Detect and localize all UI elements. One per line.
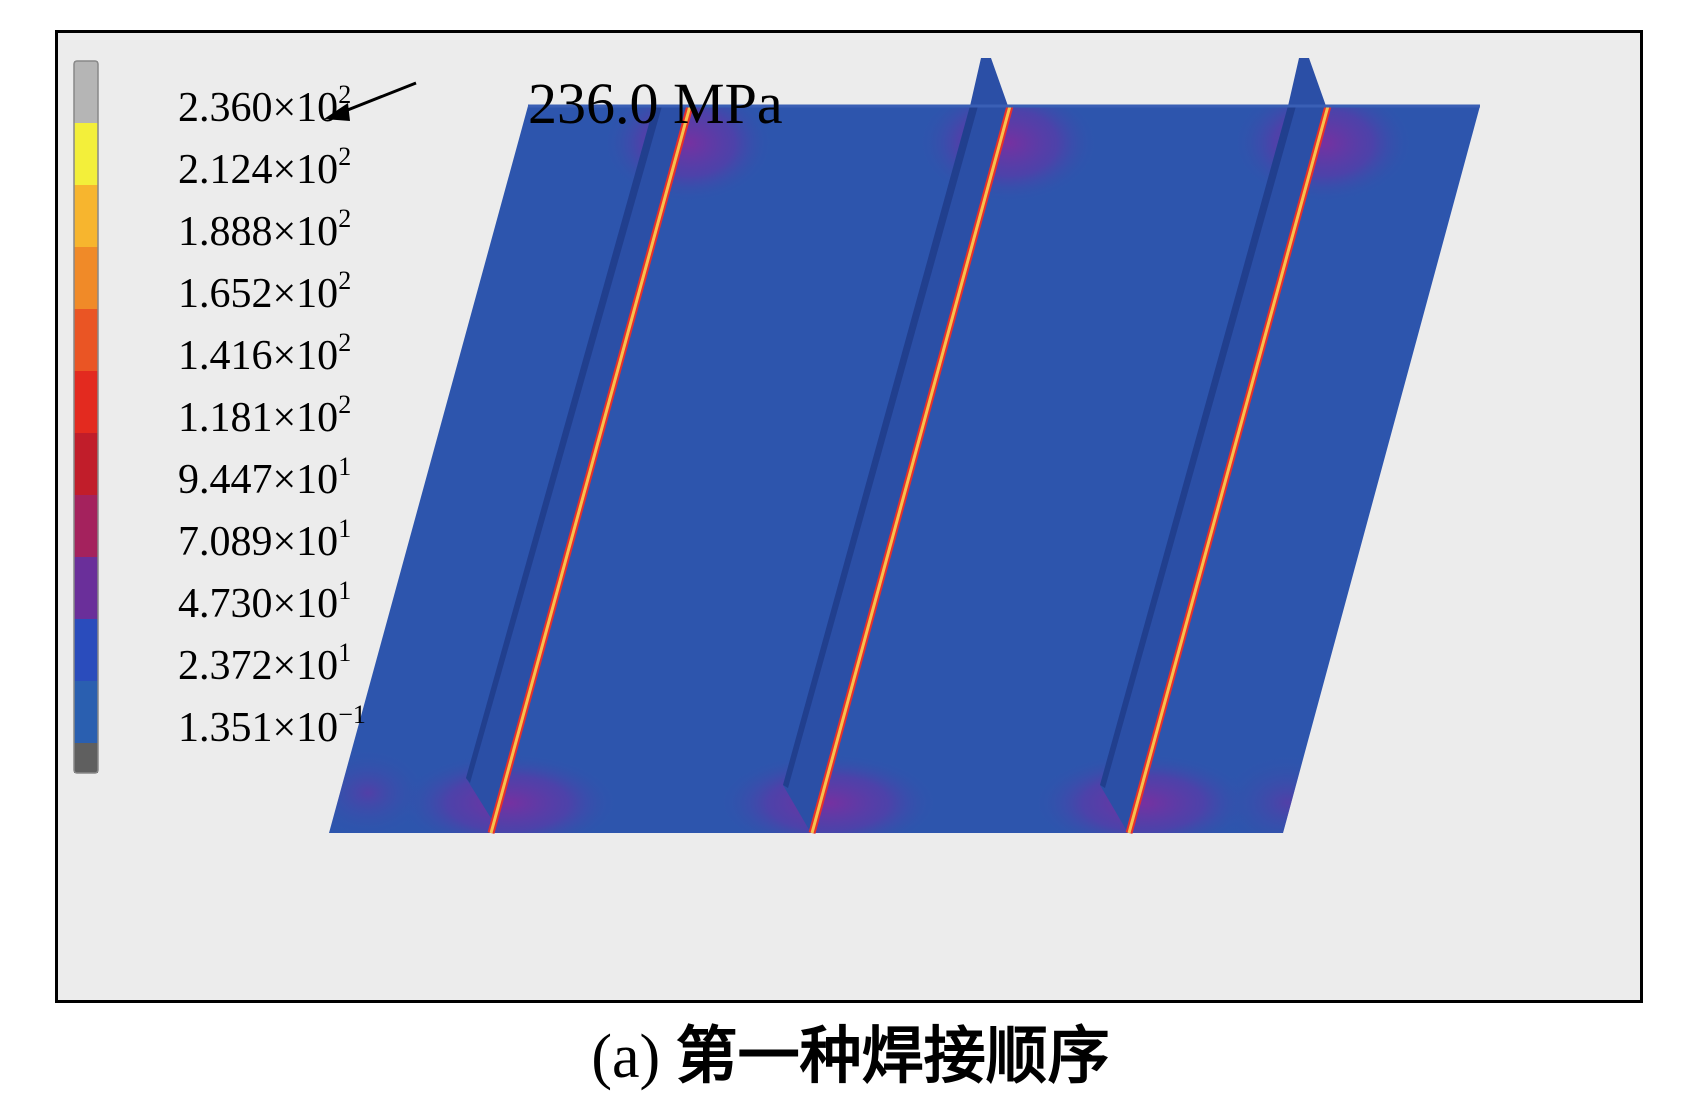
legend-value-9: 4.730×101 bbox=[178, 576, 352, 627]
legend-swatch-10 bbox=[74, 619, 98, 681]
legend-swatch-5 bbox=[74, 309, 98, 371]
legend-swatch-8 bbox=[74, 495, 98, 557]
legend-value-3: 1.888×102 bbox=[178, 204, 352, 255]
legend-value-2: 2.124×102 bbox=[178, 142, 352, 193]
legend-value-4: 1.652×102 bbox=[178, 266, 352, 317]
caption-label: (a) bbox=[591, 1023, 661, 1091]
legend-swatch-9 bbox=[74, 557, 98, 619]
legend-value-7: 9.447×101 bbox=[178, 452, 352, 503]
stress-contour-plot bbox=[73, 58, 1480, 834]
legend-swatch-bottom bbox=[74, 743, 98, 773]
legend-value-11: 1.351×10−1 bbox=[178, 700, 366, 751]
legend-color-bar bbox=[73, 60, 99, 774]
stiffener-3 bbox=[1100, 58, 1332, 834]
figure-frame: 2.360×102 2.124×102 1.888×102 1.652×102 1.41… bbox=[55, 30, 1643, 1003]
legend-value-5: 1.416×102 bbox=[178, 328, 352, 379]
stiffener-1 bbox=[466, 105, 694, 834]
legend-value-6: 1.181×102 bbox=[178, 390, 352, 441]
figure-caption: (a) 第一种焊接顺序 bbox=[0, 1023, 1701, 1091]
legend-swatch-2 bbox=[74, 123, 98, 185]
legend-swatch-3 bbox=[74, 185, 98, 247]
max-stress-annotation: 236.0 MPa bbox=[528, 71, 783, 136]
legend-swatch-7 bbox=[74, 433, 98, 495]
legend-swatch-6 bbox=[74, 371, 98, 433]
legend-swatch-4 bbox=[74, 247, 98, 309]
legend-value-1: 2.360×102 bbox=[178, 80, 352, 131]
stiffener-2 bbox=[783, 58, 1014, 834]
caption-text: 第一种焊接顺序 bbox=[675, 1019, 1110, 1092]
legend-swatch-1 bbox=[74, 61, 98, 123]
annotation-arrow bbox=[324, 81, 417, 121]
legend-value-8: 7.089×101 bbox=[178, 514, 352, 565]
legend-value-10: 2.372×101 bbox=[178, 638, 352, 689]
legend-swatch-11 bbox=[74, 681, 98, 743]
